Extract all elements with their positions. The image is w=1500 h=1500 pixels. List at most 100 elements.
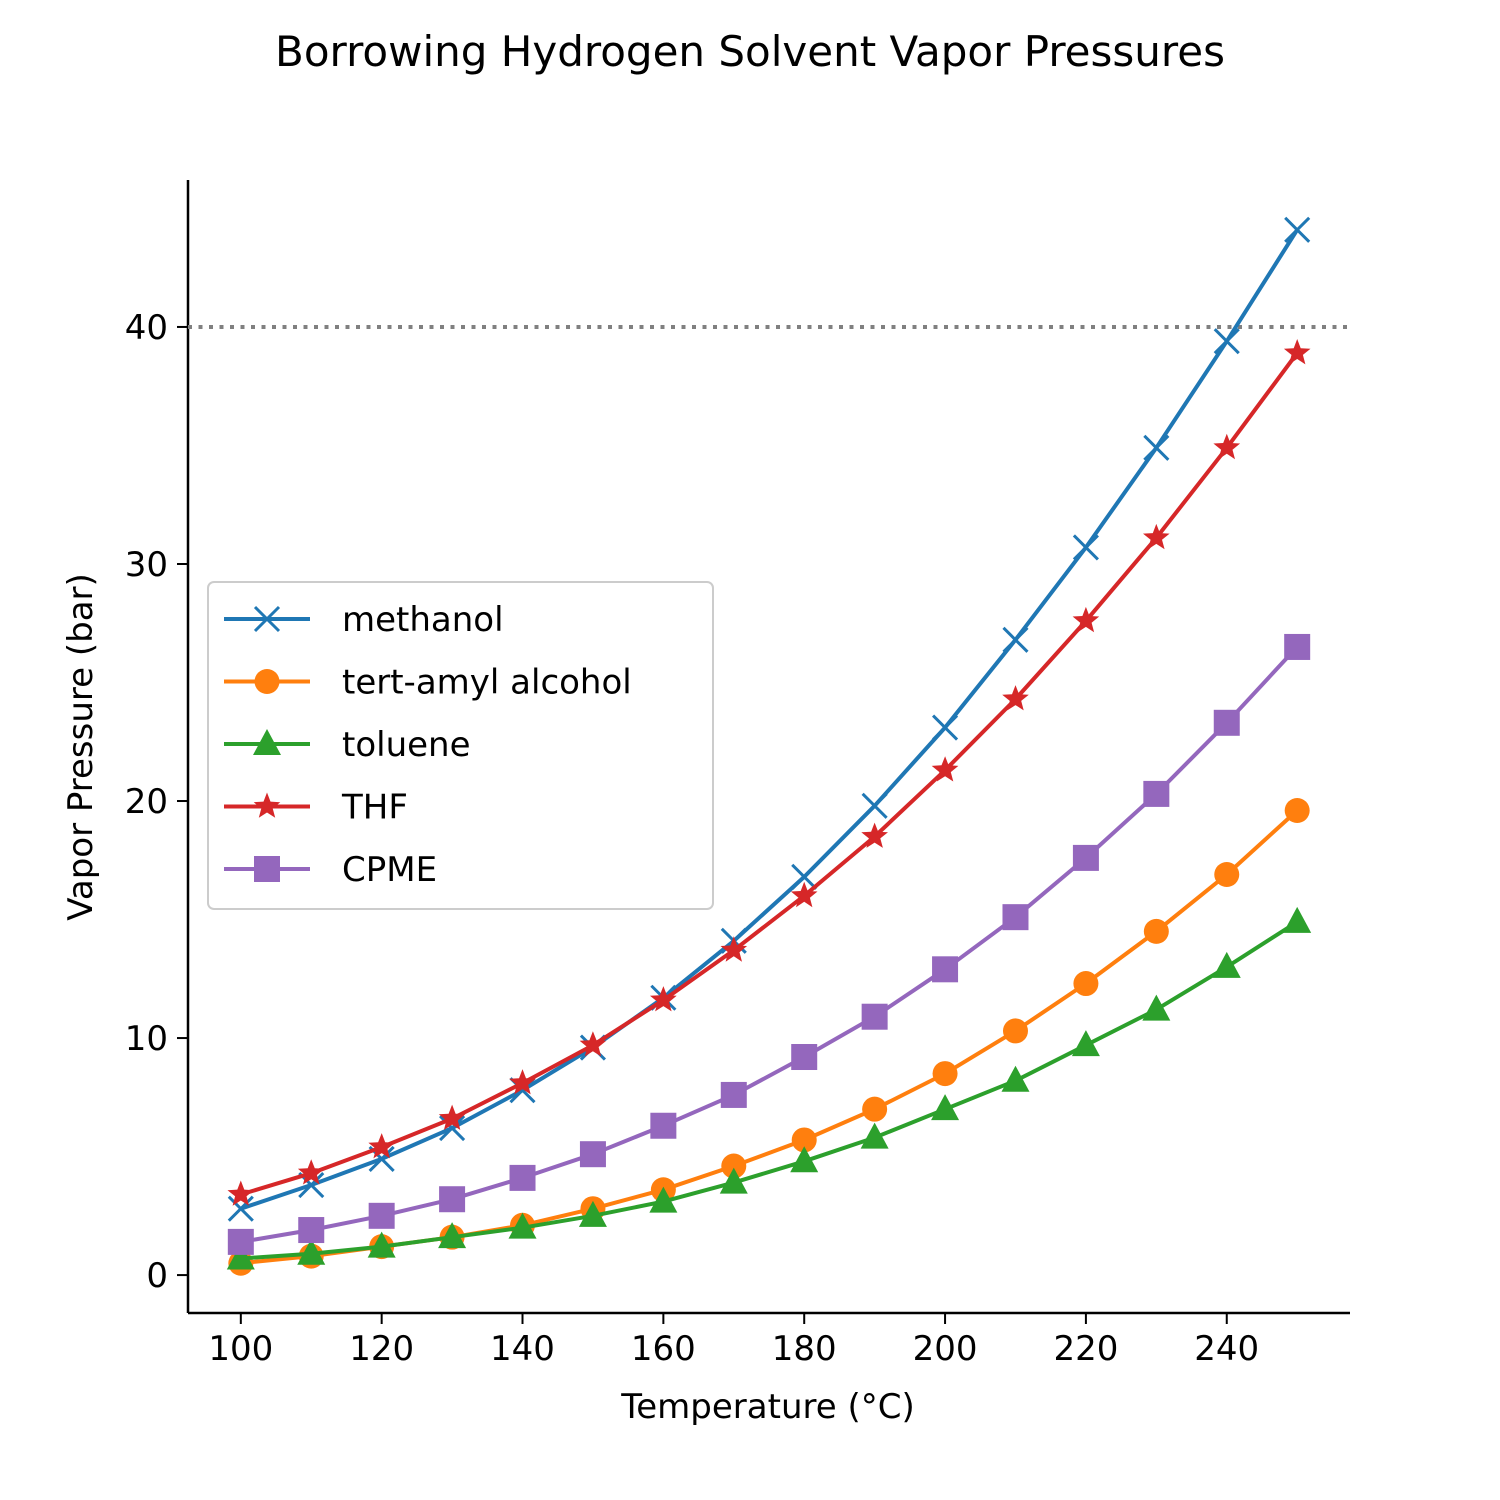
data-point-methanol (1002, 626, 1029, 653)
series-line-methanol (240, 228, 1299, 1211)
data-point-toluene (1071, 1030, 1100, 1057)
data-point-cpme (1213, 709, 1240, 736)
data-point-thf (1072, 606, 1100, 633)
data-point-toluene (438, 1222, 467, 1249)
x-tick-label: 160 (631, 1329, 696, 1369)
x-tick-label: 100 (208, 1329, 273, 1369)
data-point-toluene (578, 1200, 607, 1227)
data-point-cpme (861, 1003, 888, 1030)
data-point-tert-amyl-alcohol (1214, 861, 1240, 887)
data-point-methanol (1284, 216, 1311, 243)
legend-label-toluene: toluene (342, 725, 471, 765)
legend-label-thf: THF (341, 788, 408, 828)
data-point-tert-amyl-alcohol (1073, 971, 1099, 997)
data-point-methanol (1143, 434, 1170, 461)
data-point-methanol (791, 863, 818, 890)
data-point-toluene (931, 1094, 960, 1121)
y-tick-label: 20 (125, 782, 168, 822)
data-point-thf (931, 756, 959, 782)
x-tick-label: 220 (1053, 1329, 1118, 1369)
data-point-toluene (297, 1238, 326, 1265)
data-point-cpme (439, 1186, 466, 1213)
data-point-tert-amyl-alcohol (1002, 1018, 1028, 1044)
data-point-cpme (1143, 780, 1170, 807)
y-tick-label: 40 (125, 308, 168, 348)
legend-marker-toluene (253, 729, 281, 755)
data-point-methanol (227, 1195, 254, 1222)
data-point-toluene (508, 1212, 537, 1239)
data-point-tert-amyl-alcohol (791, 1127, 817, 1153)
data-point-methanol (931, 714, 959, 741)
legend-box (207, 581, 714, 910)
y-tick-label: 30 (125, 545, 168, 585)
legend-label-tert-amyl-alcohol: tert-amyl alcohol (342, 663, 632, 703)
data-point-thf (861, 822, 888, 848)
data-point-cpme (720, 1081, 747, 1108)
series-line-toluene (240, 920, 1299, 1261)
data-point-toluene (226, 1243, 255, 1270)
data-point-cpme (932, 956, 959, 983)
legend-marker-tert-amyl-alcohol (254, 669, 280, 694)
data-point-thf (1143, 523, 1170, 550)
data-point-tert-amyl-alcohol (862, 1096, 888, 1122)
x-tick-label: 120 (349, 1329, 414, 1369)
x-tick-label: 200 (913, 1329, 978, 1369)
y-tick-label: 10 (125, 1019, 168, 1059)
data-point-cpme (509, 1164, 536, 1191)
data-point-thf (227, 1180, 255, 1206)
legend-marker-cpme (254, 856, 280, 882)
data-point-methanol (1072, 534, 1099, 561)
data-point-methanol (1213, 328, 1240, 355)
data-point-thf (650, 986, 677, 1012)
data-point-thf (579, 1031, 607, 1057)
data-point-cpme (1002, 904, 1029, 931)
data-point-cpme (650, 1112, 677, 1139)
y-axis-label: Vapor Pressure (bar) (61, 573, 101, 921)
y-tick-label: 0 (146, 1256, 168, 1296)
chart-title: Borrowing Hydrogen Solvent Vapor Pressur… (275, 27, 1225, 76)
x-tick-label: 240 (1194, 1329, 1259, 1369)
data-point-tert-amyl-alcohol (932, 1061, 958, 1087)
legend: methanol tert-amyl alcohol toluene THF CPME (207, 581, 714, 910)
series-line-cpme (240, 645, 1299, 1244)
plot-area: 100 120 140 160 180 200 220 240 0 10 20 30 40 (125, 180, 1350, 1369)
data-point-tert-amyl-alcohol (1284, 797, 1310, 823)
data-point-toluene (649, 1186, 678, 1213)
data-point-thf (509, 1069, 536, 1095)
legend-label-methanol: methanol (342, 600, 504, 640)
data-point-cpme (791, 1044, 818, 1071)
data-point-toluene (1283, 906, 1312, 933)
data-point-thf (1283, 339, 1311, 365)
data-point-toluene (719, 1167, 748, 1194)
data-point-toluene (1001, 1065, 1030, 1092)
data-point-thf (297, 1159, 325, 1185)
legend-marker-thf (253, 792, 281, 818)
x-tick-label: 180 (772, 1329, 837, 1369)
x-axis-label: Temperature (°C) (620, 1387, 914, 1427)
data-point-thf (790, 881, 818, 908)
data-point-thf (1213, 433, 1241, 460)
data-point-cpme (1284, 633, 1311, 660)
legend-label-cpme: CPME (342, 850, 437, 890)
data-point-toluene (1142, 994, 1171, 1021)
legend-marker-methanol (253, 605, 281, 633)
data-point-thf (368, 1133, 395, 1159)
x-tick-label: 140 (490, 1329, 555, 1369)
data-point-tert-amyl-alcohol (721, 1153, 747, 1179)
data-point-cpme (1072, 844, 1099, 871)
data-point-toluene (367, 1231, 396, 1258)
data-point-toluene (1212, 951, 1241, 978)
data-point-thf (1002, 685, 1029, 711)
data-point-toluene (860, 1122, 889, 1149)
data-point-cpme (227, 1228, 254, 1255)
data-point-cpme (579, 1141, 606, 1168)
data-point-thf (438, 1104, 466, 1130)
data-point-cpme (368, 1202, 395, 1229)
series-line-thf (240, 351, 1299, 1197)
data-point-tert-amyl-alcohol (1143, 918, 1169, 944)
data-point-cpme (298, 1217, 325, 1244)
data-point-toluene (790, 1146, 819, 1173)
data-point-methanol (861, 792, 888, 819)
data-point-thf (720, 936, 748, 962)
